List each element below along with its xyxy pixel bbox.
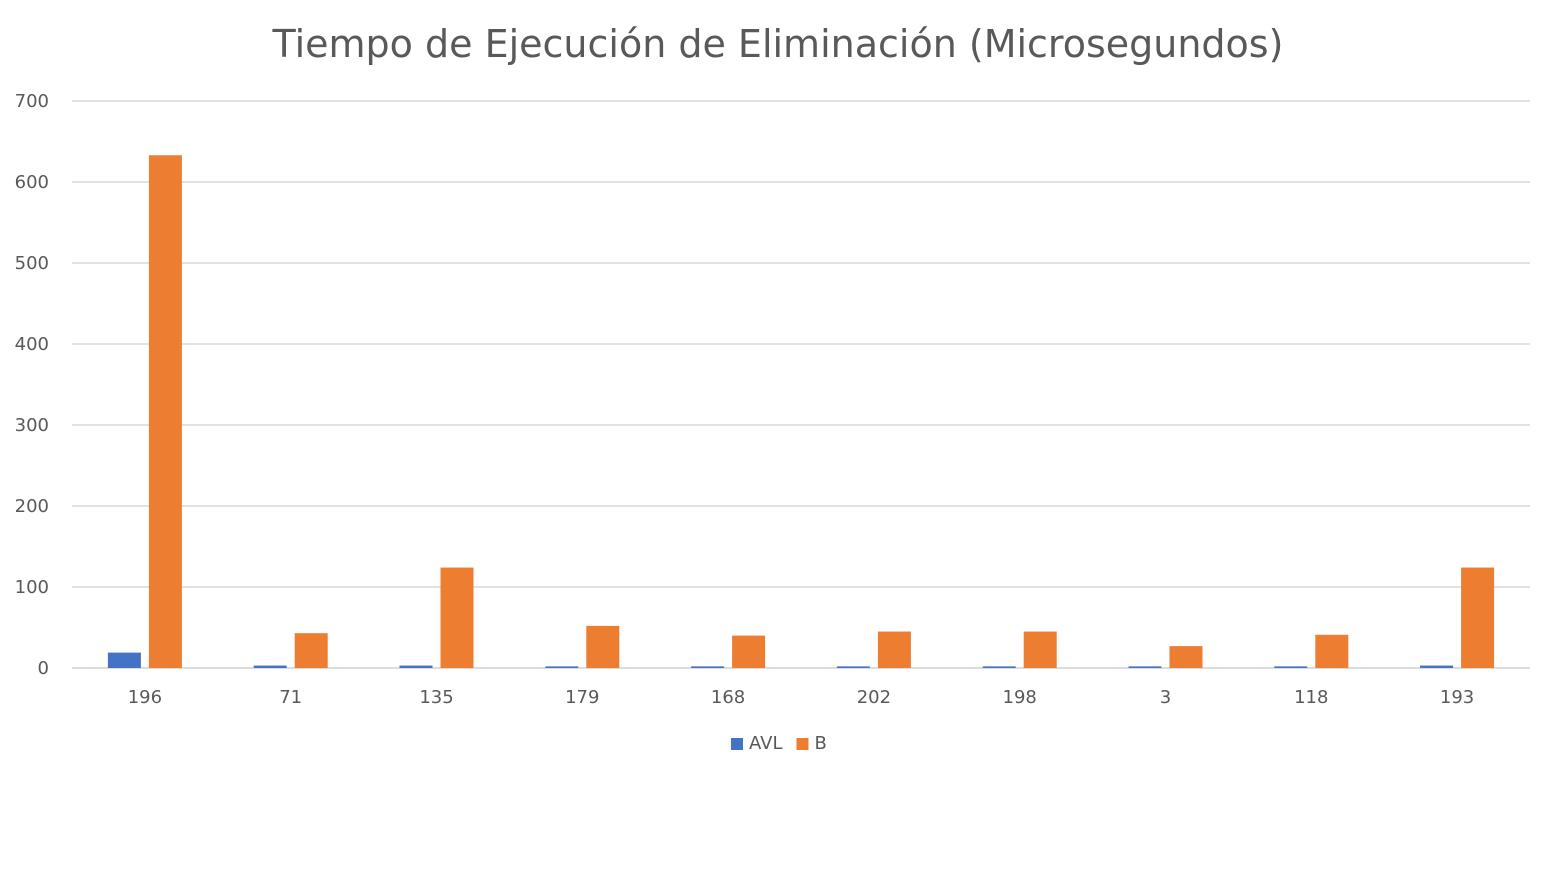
bar-b-135 — [440, 567, 474, 668]
bar-avl-71 — [253, 665, 287, 668]
bar-b-71 — [294, 633, 328, 668]
bar-avl-198 — [982, 666, 1016, 668]
legend: AVL B — [731, 733, 827, 754]
bar-b-193 — [1461, 567, 1495, 668]
x-axis-tick-labels: 196 71 135 179 168 202 198 3 118 193 — [128, 687, 1475, 708]
legend-label-b: B — [815, 733, 827, 754]
x-tick-label: 198 — [1003, 687, 1037, 708]
x-tick-label: 135 — [419, 687, 453, 708]
x-tick-label: 196 — [128, 687, 162, 708]
y-tick-label: 0 — [38, 658, 49, 679]
bar-avl-193 — [1420, 665, 1454, 668]
legend-label-avl: AVL — [749, 733, 783, 754]
y-tick-label: 500 — [15, 253, 49, 274]
bars — [107, 155, 1495, 668]
chart-title: Tiempo de Ejecución de Eliminación (Micr… — [272, 22, 1284, 66]
x-tick-label: 118 — [1294, 687, 1328, 708]
bar-avl-118 — [1274, 666, 1308, 668]
x-tick-label: 202 — [857, 687, 891, 708]
x-tick-label: 3 — [1160, 687, 1171, 708]
bar-avl-202 — [836, 666, 870, 668]
bar-b-196 — [148, 155, 182, 668]
y-tick-label: 300 — [15, 415, 49, 436]
x-tick-label: 179 — [565, 687, 599, 708]
x-tick-label: 168 — [711, 687, 745, 708]
bar-avl-168 — [691, 666, 725, 668]
bar-b-3 — [1169, 646, 1203, 668]
y-tick-label: 200 — [15, 496, 49, 517]
bar-avl-196 — [107, 652, 141, 668]
bar-avl-3 — [1128, 666, 1162, 668]
legend-swatch-b — [796, 738, 809, 750]
y-tick-label: 600 — [15, 172, 49, 193]
bar-avl-135 — [399, 665, 433, 668]
bar-b-198 — [1023, 631, 1057, 668]
bar-b-202 — [877, 631, 911, 668]
y-axis-tick-labels: 0 100 200 300 400 500 600 700 — [15, 91, 49, 679]
x-tick-label: 193 — [1440, 687, 1474, 708]
gridlines — [72, 100, 1530, 669]
bar-b-118 — [1315, 634, 1349, 668]
legend-swatch-avl — [731, 738, 743, 750]
y-tick-label: 700 — [15, 91, 49, 112]
bar-b-179 — [586, 625, 620, 668]
bar-b-168 — [732, 635, 766, 668]
y-tick-label: 400 — [15, 334, 49, 355]
y-tick-label: 100 — [15, 577, 49, 598]
bar-avl-179 — [545, 666, 579, 668]
x-tick-label: 71 — [279, 687, 302, 708]
